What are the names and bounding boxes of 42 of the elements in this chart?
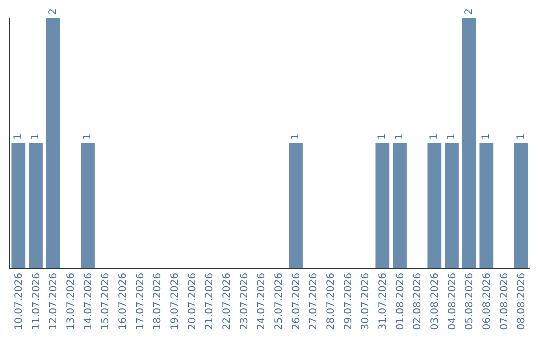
data-label: 1 xyxy=(82,134,94,140)
x-tick-label: 08.08.2026 xyxy=(516,273,528,330)
data-label: 1 xyxy=(13,134,24,140)
x-tick-label: 14.07.2026 xyxy=(83,273,94,330)
x-tick-label: 30.07.2026 xyxy=(360,273,372,330)
x-tick-label: 05.08.2026 xyxy=(464,273,476,330)
x-tick-label: 11.07.2026 xyxy=(31,273,42,330)
x-tick-label: 24.07.2026 xyxy=(256,273,268,330)
x-tick-label: 17.07.2026 xyxy=(135,273,146,330)
x-tick-label: 15.07.2026 xyxy=(100,273,112,330)
x-tick-label: 20.07.2026 xyxy=(187,273,198,330)
data-label: 1 xyxy=(481,134,492,140)
data-label: 2 xyxy=(48,8,59,15)
x-tick-label: 28.07.2026 xyxy=(326,273,337,330)
x-tick-label: 07.08.2026 xyxy=(499,273,510,330)
data-label: 1 xyxy=(516,134,527,140)
x-tick-label: 12.07.2026 xyxy=(48,273,60,330)
data-label: 1 xyxy=(377,134,388,140)
x-tick-label: 19.07.2026 xyxy=(170,273,181,330)
x-tick-label: 31.07.2026 xyxy=(378,273,389,330)
x-tick-label: 21.07.2026 xyxy=(204,273,216,330)
x-tick-label: 02.08.2026 xyxy=(412,273,424,330)
x-tick-label: 18.07.2026 xyxy=(152,273,164,330)
data-label: 1 xyxy=(446,134,458,140)
data-label: 1 xyxy=(394,134,406,140)
x-tick-label: 16.07.2026 xyxy=(118,273,129,330)
x-tick-label: 29.07.2026 xyxy=(343,273,354,330)
x-tick-label: 13.07.2026 xyxy=(66,273,77,330)
data-label: 1 xyxy=(30,134,42,140)
x-tick-label: 01.08.2026 xyxy=(395,273,406,330)
x-tick-label: 26.07.2026 xyxy=(291,273,302,330)
x-tick-label: 06.08.2026 xyxy=(482,273,493,330)
data-label: 1 xyxy=(429,134,440,140)
data-label: 2 xyxy=(464,8,475,15)
x-tick-label: 27.07.2026 xyxy=(308,273,320,330)
x-tick-label: 25.07.2026 xyxy=(274,273,285,330)
x-tick-label: 10.07.2026 xyxy=(14,273,25,330)
x-tick-label: 22.07.2026 xyxy=(222,273,233,330)
data-label: 1 xyxy=(290,134,302,140)
x-tick-label: 23.07.2026 xyxy=(239,273,250,330)
x-tick-label: 03.08.2026 xyxy=(430,273,441,330)
x-tick-label: 04.08.2026 xyxy=(447,273,458,330)
